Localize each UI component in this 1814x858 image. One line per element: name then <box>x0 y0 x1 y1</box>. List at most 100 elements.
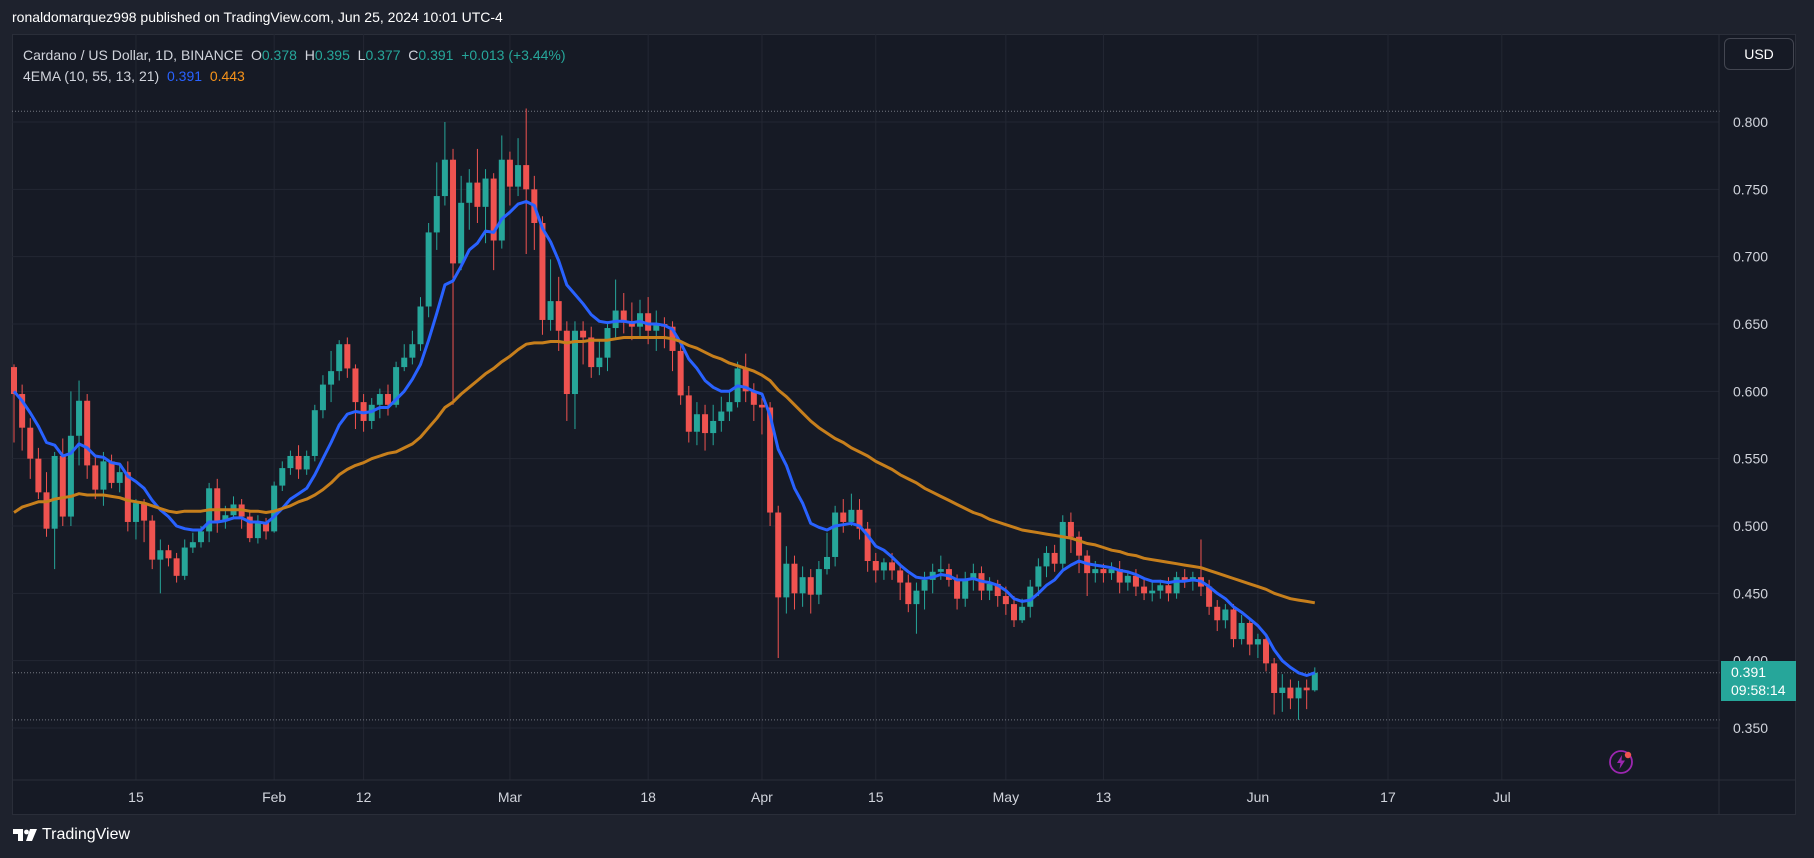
horizontal-lines <box>12 110 1721 721</box>
candle <box>303 450 310 475</box>
candle <box>1246 617 1253 656</box>
candle <box>246 509 253 543</box>
candle-body <box>11 367 17 395</box>
candle <box>1149 582 1156 602</box>
y-tick-label: 0.550 <box>1733 451 1768 467</box>
candle-body <box>848 509 855 522</box>
candle-body <box>539 223 546 320</box>
candle-body <box>1165 585 1172 594</box>
candle <box>775 505 782 658</box>
candle <box>848 493 855 526</box>
candle-body <box>937 569 944 572</box>
candle-body <box>588 337 595 368</box>
candle-body <box>1149 590 1156 594</box>
candle-body <box>76 400 83 436</box>
chart-frame[interactable] <box>12 34 1796 815</box>
y-tick-label: 0.350 <box>1733 720 1768 736</box>
candle <box>311 404 318 462</box>
candle <box>604 321 611 372</box>
candle <box>506 151 513 206</box>
candle-body <box>897 570 904 583</box>
y-tick-label: 0.700 <box>1733 249 1768 265</box>
candle <box>336 340 343 381</box>
candle-body <box>27 427 34 459</box>
candle <box>523 108 530 254</box>
candle <box>238 499 245 529</box>
y-tick-label: 0.750 <box>1733 181 1768 197</box>
candle-body <box>718 411 725 421</box>
y-tick-label: 0.650 <box>1733 316 1768 332</box>
legend-indicator-row: 4EMA (10, 55, 13, 21) 0.391 0.443 <box>23 66 566 87</box>
candle <box>1051 544 1058 572</box>
candle <box>791 555 798 610</box>
candle-body <box>1222 609 1229 621</box>
candle <box>108 454 115 489</box>
candle-body <box>1043 552 1050 567</box>
candle <box>490 173 497 271</box>
candle-body <box>214 488 221 521</box>
candle-body <box>889 562 896 571</box>
candle <box>978 566 985 601</box>
candle-body <box>970 573 977 580</box>
candle <box>165 544 172 567</box>
candle <box>718 396 725 432</box>
candle-body <box>913 590 920 605</box>
candle-body <box>474 182 481 207</box>
candle-body <box>393 367 400 405</box>
candle-body <box>181 547 188 576</box>
candle <box>693 402 700 446</box>
flash-alert-icon[interactable] <box>1608 749 1634 775</box>
candle-body <box>832 512 839 557</box>
candle-body <box>1100 569 1107 574</box>
candle-body <box>742 368 749 392</box>
candle-body <box>547 301 554 320</box>
candle-body <box>124 472 131 522</box>
candle <box>702 404 709 451</box>
candle-body <box>173 558 180 576</box>
candle-body <box>417 306 424 345</box>
candle <box>563 321 570 421</box>
candle-body <box>336 344 343 372</box>
candle <box>815 561 822 605</box>
candle-body <box>563 330 570 395</box>
candle-body <box>141 503 148 521</box>
candle <box>767 402 774 526</box>
candle-body <box>986 583 993 591</box>
x-tick-label: Feb <box>262 789 286 805</box>
x-tick-label: 18 <box>640 789 656 805</box>
candle-body <box>149 520 156 560</box>
candle-body <box>1173 577 1180 594</box>
legend-symbol: Cardano / US Dollar, 1D, BINANCE <box>23 47 244 63</box>
legend-indicator-name: 4EMA (10, 55, 13, 21) <box>23 68 160 84</box>
candle <box>124 461 131 532</box>
candle-body <box>100 461 107 490</box>
candle <box>864 521 871 572</box>
candle <box>620 293 627 334</box>
candle-body <box>1019 606 1026 621</box>
legend-open-value: 0.378 <box>261 47 297 63</box>
candle-body <box>19 394 26 428</box>
x-tick-label: 15 <box>868 789 884 805</box>
legend-low-value: 0.377 <box>365 47 401 63</box>
candle-body <box>1141 586 1148 594</box>
candle <box>116 465 123 493</box>
candle-body <box>197 531 204 543</box>
x-tick-label: Apr <box>751 789 773 805</box>
candle <box>1043 546 1050 578</box>
candle <box>685 385 692 443</box>
candle-body <box>1206 586 1213 607</box>
legend-close-label: C <box>408 47 419 63</box>
candle <box>19 384 26 451</box>
candle <box>905 574 912 613</box>
candle-body <box>67 435 74 517</box>
candle <box>840 499 847 533</box>
candle-body <box>132 503 139 522</box>
x-tick-label: May <box>993 789 1019 805</box>
candle-body <box>872 561 879 571</box>
current-price: 0.391 <box>1731 664 1767 680</box>
candle <box>856 499 863 540</box>
candle <box>539 216 546 335</box>
candle-body <box>328 371 335 385</box>
currency-button[interactable]: USD <box>1724 38 1794 70</box>
